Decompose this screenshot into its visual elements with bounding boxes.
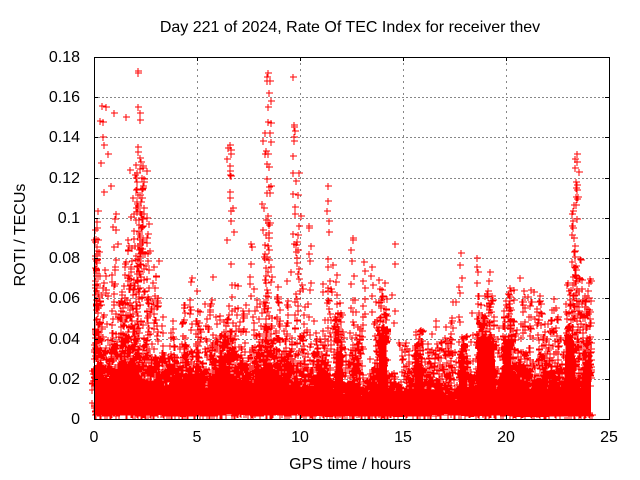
svg-text:0: 0 — [71, 411, 80, 428]
svg-text:10: 10 — [291, 429, 309, 446]
svg-text:0.1: 0.1 — [58, 210, 80, 227]
svg-text:20: 20 — [497, 429, 515, 446]
svg-text:15: 15 — [394, 429, 412, 446]
svg-text:ROTI / TECUs: ROTI / TECUs — [12, 184, 29, 287]
svg-text:5: 5 — [193, 429, 202, 446]
svg-text:0: 0 — [90, 429, 99, 446]
svg-text:0.06: 0.06 — [49, 290, 80, 307]
svg-text:Day 221 of 2024, Rate Of TEC I: Day 221 of 2024, Rate Of TEC Index for r… — [160, 19, 540, 36]
svg-text:0.16: 0.16 — [49, 89, 80, 106]
svg-text:0.18: 0.18 — [49, 49, 80, 66]
svg-text:0.04: 0.04 — [49, 331, 80, 348]
svg-text:0.02: 0.02 — [49, 371, 80, 388]
svg-text:0.12: 0.12 — [49, 170, 80, 187]
svg-text:GPS time / hours: GPS time / hours — [289, 456, 411, 473]
svg-text:25: 25 — [600, 429, 618, 446]
svg-text:0.08: 0.08 — [49, 250, 80, 267]
svg-text:0.14: 0.14 — [49, 129, 80, 146]
